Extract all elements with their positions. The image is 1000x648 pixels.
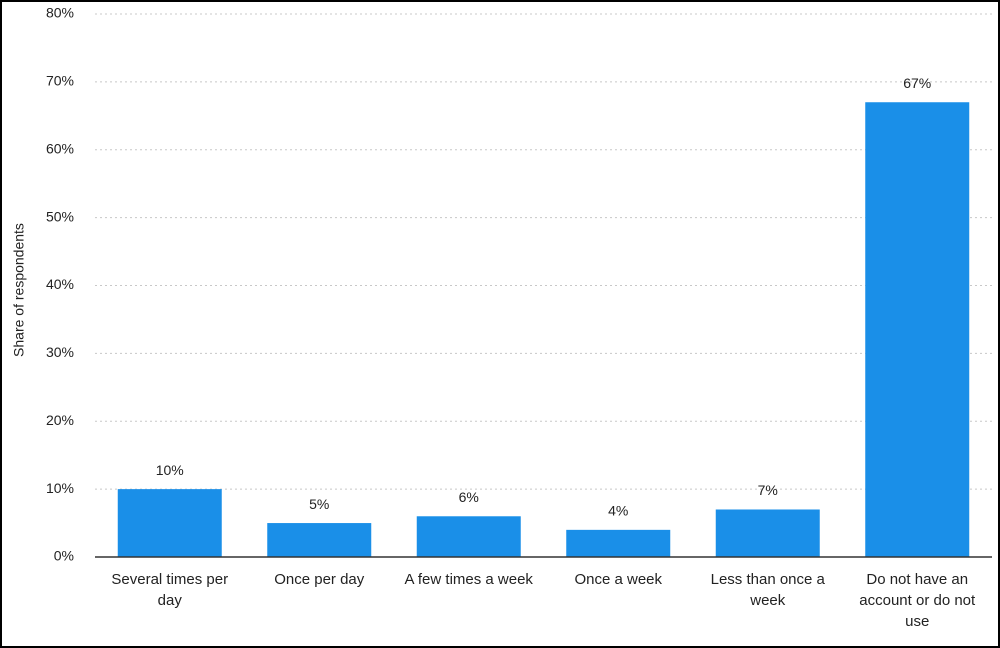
y-tick-label: 0% <box>54 548 74 564</box>
bar <box>715 509 820 557</box>
y-tick-label: 20% <box>46 412 74 428</box>
x-tick-label: A few times a week <box>404 571 533 588</box>
x-tick-label: Do not have an account or do not use <box>859 571 976 630</box>
y-tick-label: 10% <box>46 480 74 496</box>
bar <box>566 529 671 557</box>
data-label: 67% <box>903 75 931 91</box>
y-tick-label: 70% <box>46 73 74 89</box>
y-tick-label: 40% <box>46 276 74 292</box>
y-tick-label: 50% <box>46 208 74 224</box>
bar <box>117 489 222 557</box>
x-tick-label: Once per day <box>274 571 365 588</box>
data-label: 7% <box>758 482 778 498</box>
data-label: 6% <box>459 489 479 505</box>
y-tick-label: 60% <box>46 140 74 156</box>
data-label: 4% <box>608 503 628 519</box>
bar <box>416 516 521 557</box>
x-tick-label: Less than once a week <box>710 571 825 609</box>
y-tick-label: 30% <box>46 344 74 360</box>
data-label: 10% <box>156 462 184 478</box>
y-axis-label: Share of respondents <box>11 223 27 357</box>
y-tick-label: 80% <box>46 5 74 21</box>
bar <box>267 523 372 557</box>
data-label: 5% <box>309 496 329 512</box>
x-tick-label: Once a week <box>574 571 663 588</box>
bar <box>865 102 970 558</box>
x-tick-label: Several times per day <box>111 571 229 609</box>
